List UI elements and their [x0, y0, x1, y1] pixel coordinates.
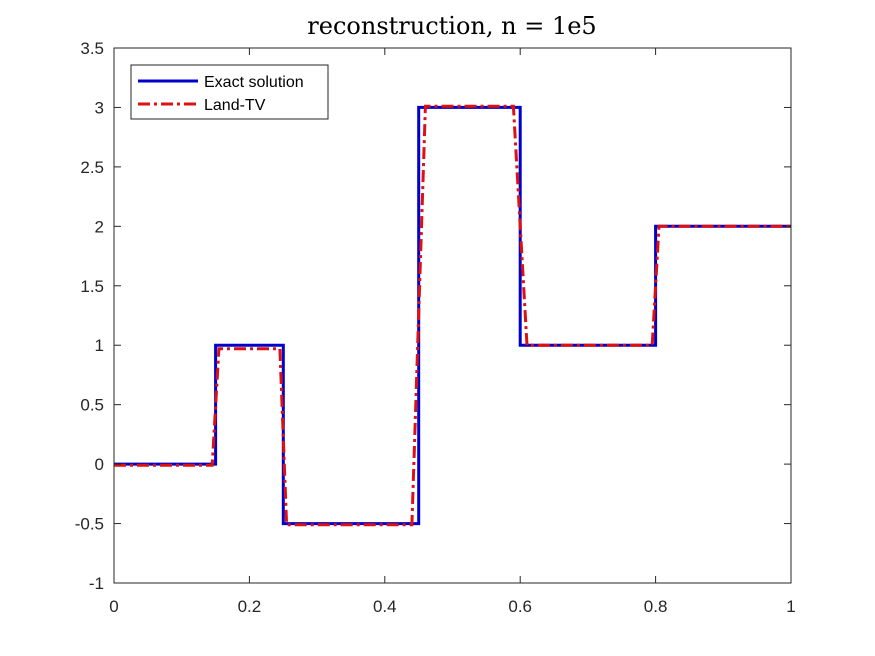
y-tick-label: 3.5 [80, 39, 104, 58]
y-tick-label: 0 [95, 455, 104, 474]
x-tick-label: 0.2 [238, 597, 262, 616]
y-tick-label: 2.5 [80, 158, 104, 177]
legend-box [130, 64, 329, 120]
ticks-layer: 0 0.2 0.4 0.6 0.8 1 -1 -0.5 0 0.5 1 1.5 2 2.5 3 3.5 [75, 39, 796, 616]
chart-title: reconstruction, n = 1e5 [307, 12, 596, 40]
x-tick-label: 0 [109, 597, 118, 616]
axes-background [114, 48, 791, 583]
y-tick-label: -1 [89, 574, 104, 593]
y-tick-label: 2 [95, 217, 104, 236]
x-tick-label: 0.8 [644, 597, 668, 616]
y-tick-label: 1 [95, 336, 104, 355]
x-tick-label: 0.4 [373, 597, 397, 616]
legend-label-exact-solution: Exact solution [204, 74, 304, 91]
y-tick-label: 3 [95, 98, 104, 117]
legend: Exact solution Land-TV [130, 64, 329, 120]
axes-box [113, 47, 792, 584]
x-tick-label: 1 [786, 597, 795, 616]
y-tick-label: 0.5 [80, 396, 104, 415]
y-tick-label: 1.5 [80, 277, 104, 296]
legend-label-land-tv: Land-TV [204, 97, 266, 114]
series-layer [114, 104, 791, 527]
series-line-land-tv [114, 104, 791, 527]
y-tick-label: -0.5 [75, 515, 104, 534]
x-tick-label: 0.6 [508, 597, 532, 616]
